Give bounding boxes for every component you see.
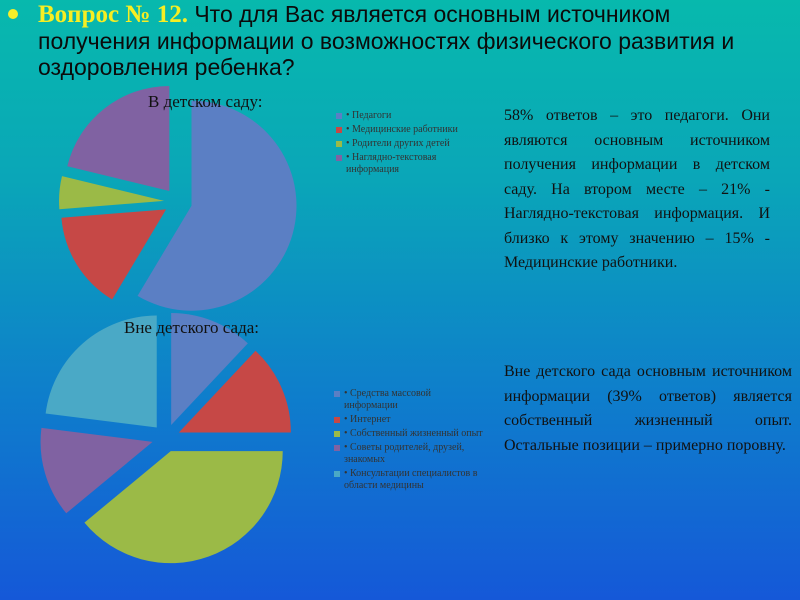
- legend-item: • Медицинские работники: [336, 124, 471, 136]
- legend-swatch: [336, 141, 342, 147]
- legend-item: • Интернет: [334, 414, 486, 426]
- legend-label: • Родители других детей: [346, 138, 450, 149]
- pie-slice-1-3: [40, 427, 153, 514]
- legend-swatch: [336, 113, 342, 119]
- legend-label: • Педагоги: [346, 110, 392, 121]
- legend-label: • Наглядно-текстовая информация: [346, 152, 437, 175]
- legend-swatch: [336, 155, 342, 161]
- pie-slice-1-1: [178, 350, 291, 433]
- legend-label: • Средства массовой информации: [344, 388, 431, 411]
- legend-label: • Консультации специалистов в области ме…: [344, 468, 478, 491]
- legend-label: • Интернет: [344, 414, 391, 425]
- chart-title-kindergarten: В детском саду:: [148, 92, 263, 111]
- question-header: Вопрос № 12. Что для Вас является основн…: [38, 1, 778, 80]
- legend-swatch: [336, 127, 342, 133]
- legend-item: • Советы родителей, друзей, знакомых: [334, 442, 486, 466]
- question-text: Что для Вас является основным источником…: [38, 1, 735, 80]
- paragraph-outside: Вне детского сада основным источником ин…: [504, 363, 792, 454]
- bullet-icon: [8, 9, 18, 19]
- pie-slice-1-2: [84, 451, 283, 564]
- legend-swatch: [334, 391, 340, 397]
- legend-item: • Педагоги: [336, 110, 471, 122]
- pie-slice-1-0: [171, 312, 248, 425]
- legend-item: • Наглядно-текстовая информация: [336, 152, 471, 176]
- legend-label: • Медицинские работники: [346, 124, 458, 135]
- legend-swatch: [334, 431, 340, 437]
- legend-item: • Родители других детей: [336, 138, 471, 150]
- legend-item: • Консультации специалистов в области ме…: [334, 468, 486, 492]
- chart-title-outside: Вне детского сада:: [124, 318, 260, 337]
- legend-item: • Средства массовой информации: [334, 388, 486, 412]
- pie-slice-0-2: [59, 176, 165, 210]
- legend-swatch: [334, 417, 340, 423]
- question-label: Вопрос № 12.: [38, 1, 188, 28]
- legend-item: • Собственный жизненный опыт: [334, 428, 486, 440]
- pie-slice-1-4: [45, 315, 157, 428]
- legend-swatch: [334, 445, 340, 451]
- legend-swatch: [334, 471, 340, 477]
- paragraph-kindergarten: 58% ответов – это педагоги. Они являются…: [504, 107, 770, 271]
- pie-slice-0-1: [61, 209, 167, 300]
- legend-kindergarten: • Педагоги • Медицинские работники • Родит…: [336, 110, 471, 178]
- legend-outside: • Средства массовой информации • Интернет…: [334, 388, 486, 494]
- legend-label: • Советы родителей, друзей, знакомых: [344, 442, 465, 465]
- pie-slice-0-3: [67, 85, 170, 191]
- pie-slice-0-0: [137, 100, 297, 311]
- legend-label: • Собственный жизненный опыт: [344, 428, 483, 439]
